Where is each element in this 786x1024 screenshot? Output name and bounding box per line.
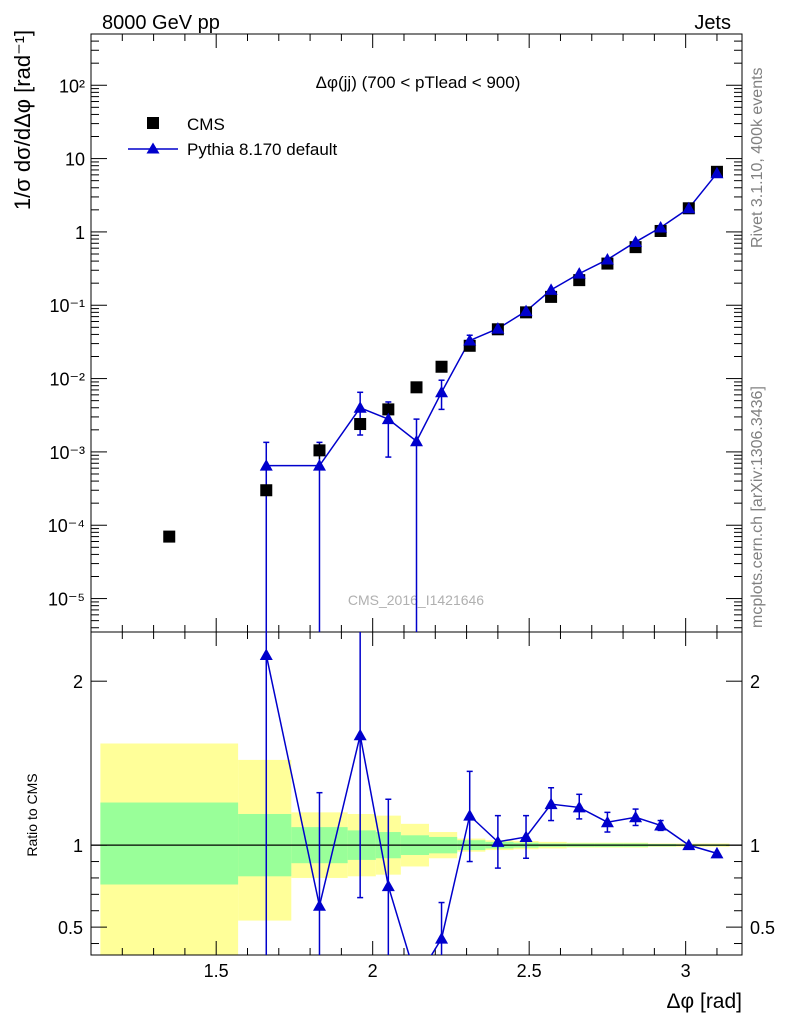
ratio-point — [381, 879, 395, 892]
ratio-point — [259, 648, 273, 660]
ratio-point — [600, 815, 614, 828]
y-tick-label-main: 10 — [65, 150, 85, 170]
y-tick-label-ratio: 2 — [73, 672, 83, 692]
chart-title: Δφ(jj) (700 < pTlead < 900) — [316, 73, 521, 92]
pythia-point — [259, 459, 273, 471]
pythia-point — [381, 412, 395, 425]
x-tick-label: 2.5 — [517, 961, 542, 981]
legend-pythia-label: Pythia 8.170 default — [187, 140, 338, 159]
legend-pythia-marker — [146, 142, 160, 154]
y-tick-label-ratio: 0.5 — [58, 918, 83, 938]
pythia-point — [519, 304, 533, 317]
y-tick-label-main: 10⁻¹ — [49, 296, 85, 316]
ratio-point — [519, 830, 533, 842]
pythia-point — [353, 401, 367, 413]
header-right: Jets — [694, 12, 731, 34]
x-tick-label: 2 — [368, 961, 378, 981]
pythia-point — [410, 434, 423, 447]
rivet-label: Rivet 3.1.10, 400k events — [749, 67, 766, 248]
legend-cms-marker — [147, 117, 159, 129]
pythia-point — [312, 459, 326, 471]
pythia-point — [435, 385, 449, 398]
x-tick-label: 1.5 — [204, 961, 229, 981]
ratio-point — [629, 810, 643, 823]
header-left: 8000 GeV pp — [102, 12, 220, 34]
pythia-point — [629, 235, 643, 247]
cms-point — [410, 381, 423, 394]
pythia-point — [682, 201, 696, 214]
pythia-point — [654, 220, 668, 233]
ratio-series-line — [265, 654, 718, 955]
site-label: mcplots.cern.ch [arXiv:1306.3436] — [749, 386, 766, 628]
ratio-point — [572, 800, 586, 813]
ratio-point — [312, 899, 326, 911]
cms-point — [435, 360, 448, 373]
y-axis-label-ratio: Ratio to CMS — [24, 773, 40, 856]
y-tick-label-ratio-right: 2 — [750, 672, 760, 692]
pythia-point — [600, 253, 614, 265]
cms-point — [313, 444, 326, 457]
ratio-point — [491, 835, 505, 847]
cms-point — [354, 418, 367, 431]
cms-point — [163, 530, 176, 543]
legend: CMS Pythia 8.170 default — [128, 115, 338, 159]
ratio-point — [682, 838, 696, 851]
y-axis-label-main: 1/σ dσ/dΔφ [rad⁻¹] — [10, 30, 35, 210]
y-tick-label-ratio-right: 1 — [750, 836, 760, 856]
y-tick-label-ratio: 1 — [73, 836, 83, 856]
y-axis-label-main-text: 1/σ dσ/dΔφ [rad⁻¹] — [10, 30, 35, 210]
pythia-point — [491, 322, 505, 334]
y-tick-label-main: 10⁻⁴ — [48, 516, 85, 536]
ratio-point — [710, 846, 724, 859]
pythia-point — [572, 267, 586, 279]
legend-cms-label: CMS — [187, 115, 225, 134]
pythia-point — [710, 166, 724, 179]
x-axis-label: Δφ [rad] — [667, 990, 743, 1013]
y-tick-label-main: 1 — [75, 223, 85, 243]
ratio-point — [654, 818, 668, 831]
pythia-point — [544, 283, 558, 295]
ratio-point — [353, 728, 367, 741]
ratio-point — [435, 932, 449, 944]
pythia-point — [463, 334, 477, 346]
pythia-series-line — [266, 172, 718, 467]
ratio-point — [544, 797, 558, 810]
ratio-point — [463, 809, 477, 821]
cms-point — [382, 403, 395, 416]
y-tick-label-main: 10⁻⁵ — [48, 590, 85, 610]
x-tick-label: 3 — [681, 961, 691, 981]
ratio-band-stat — [100, 802, 239, 885]
y-tick-label-main: 10² — [59, 76, 85, 96]
cms-point — [260, 484, 273, 497]
y-tick-label-main: 10⁻³ — [49, 443, 85, 463]
y-tick-label-ratio-right: 0.5 — [750, 918, 775, 938]
y-tick-label-main: 10⁻² — [49, 370, 85, 390]
